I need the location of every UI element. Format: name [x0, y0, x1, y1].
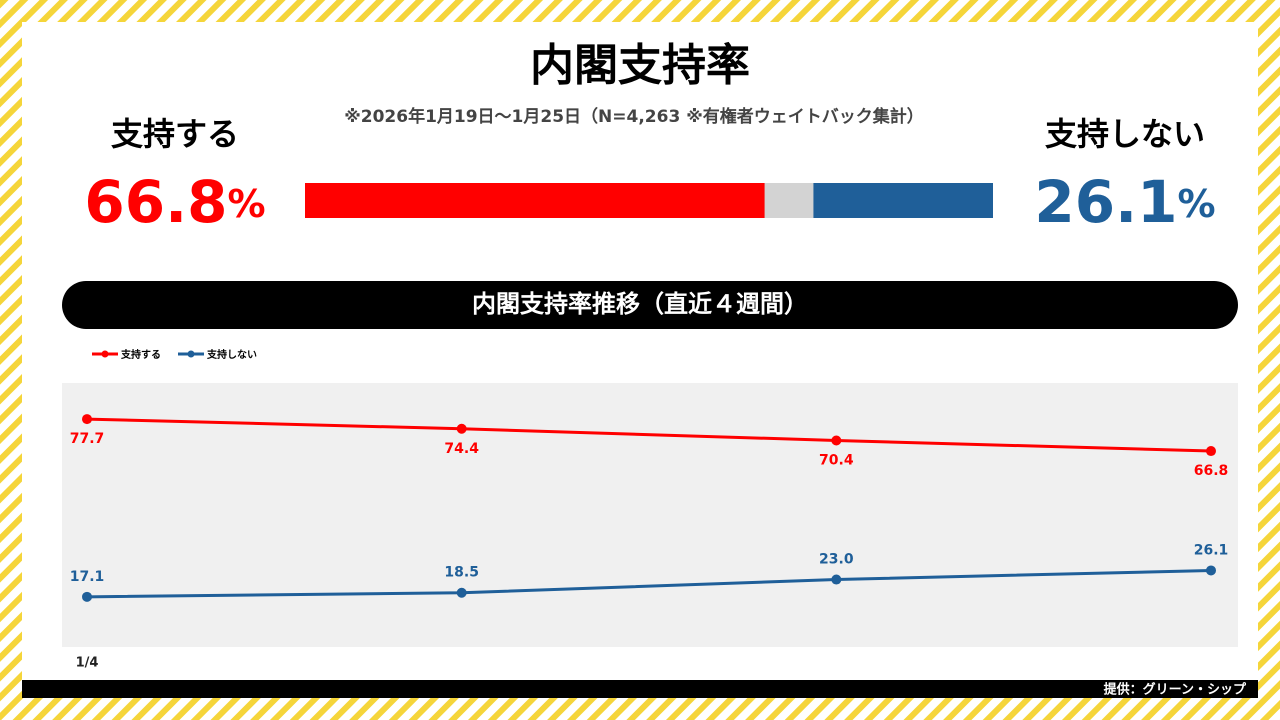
legend-marker: [101, 350, 109, 358]
nonsupport-value: 26.1%: [1034, 168, 1215, 236]
data-point: [456, 423, 467, 434]
series-line: [86, 568, 1212, 599]
nonsupport-bar: [813, 183, 993, 218]
nonsupport-label: 支持しない: [1045, 115, 1205, 153]
subtitle: ※2026年1月19日〜1月25日（N=4,263 ※有権者ウェイトバック集計）: [344, 106, 924, 127]
series-line: [86, 417, 1212, 453]
section-bar: [62, 281, 1238, 329]
value-unit: %: [1178, 182, 1216, 226]
data-point: [456, 587, 467, 598]
data-point: [1206, 446, 1216, 457]
data-label: 26.1: [1194, 542, 1229, 558]
data-label: 23.0: [819, 552, 854, 568]
data-point: [1206, 565, 1216, 576]
value-number: 66.8: [84, 168, 227, 236]
footer-bar: [22, 680, 1258, 698]
data-label: 74.4: [444, 441, 479, 457]
section-title: 内閣支持率推移（直近４週間）: [472, 290, 808, 318]
data-point: [82, 591, 92, 602]
legend-label: 支持しない: [206, 348, 257, 361]
data-point: [831, 574, 842, 585]
legend-marker: [187, 350, 195, 358]
support-label: 支持する: [111, 115, 239, 153]
x-tick-label: 1/4: [76, 656, 99, 671]
support-bar: [305, 183, 765, 218]
title: 内閣支持率: [530, 40, 750, 91]
plot-area: [62, 383, 1238, 647]
support-value: 66.8%: [84, 168, 265, 236]
data-label: 70.4: [819, 452, 854, 468]
data-label: 66.8: [1194, 463, 1229, 479]
data-label: 18.5: [444, 565, 479, 581]
data-label: 17.1: [70, 569, 105, 585]
legend-label: 支持する: [120, 348, 161, 361]
data-point: [831, 435, 842, 446]
footer: 提供：グリーン・シップ: [1104, 682, 1247, 698]
value-unit: %: [228, 182, 266, 226]
data-point: [82, 414, 92, 425]
value-number: 26.1: [1034, 168, 1177, 236]
data-label: 77.7: [70, 431, 105, 447]
